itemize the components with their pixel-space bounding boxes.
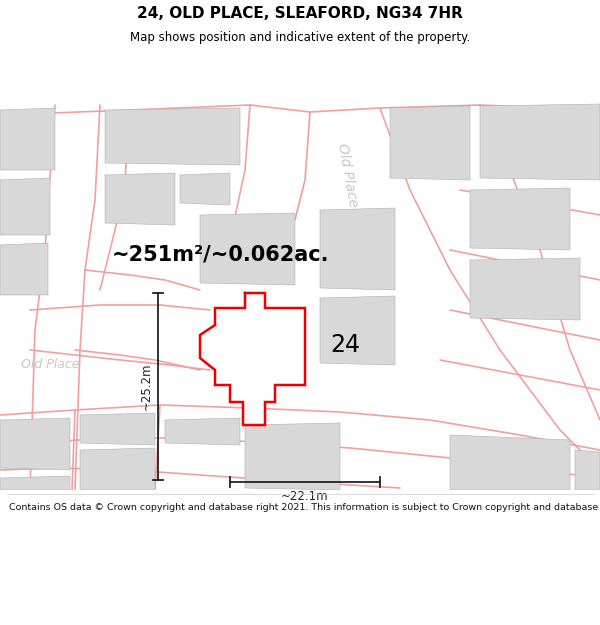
Text: ~251m²/~0.062ac.: ~251m²/~0.062ac. [111, 245, 329, 265]
Polygon shape [0, 418, 70, 470]
Polygon shape [0, 178, 50, 235]
Polygon shape [80, 448, 155, 490]
Polygon shape [200, 213, 295, 285]
Text: ~25.2m: ~25.2m [139, 362, 152, 410]
Polygon shape [450, 435, 570, 490]
Polygon shape [390, 106, 470, 180]
Text: 24: 24 [330, 333, 360, 357]
Polygon shape [470, 258, 580, 320]
Polygon shape [180, 173, 230, 205]
Polygon shape [575, 450, 600, 490]
Polygon shape [105, 108, 240, 165]
Polygon shape [470, 188, 570, 250]
Polygon shape [320, 296, 395, 365]
Polygon shape [0, 476, 70, 490]
Text: Map shows position and indicative extent of the property.: Map shows position and indicative extent… [130, 31, 470, 44]
Polygon shape [480, 104, 600, 180]
Polygon shape [165, 418, 240, 445]
Polygon shape [80, 413, 155, 445]
Text: Contains OS data © Crown copyright and database right 2021. This information is : Contains OS data © Crown copyright and d… [9, 504, 600, 512]
Text: 24, OLD PLACE, SLEAFORD, NG34 7HR: 24, OLD PLACE, SLEAFORD, NG34 7HR [137, 6, 463, 21]
Text: Old Place: Old Place [335, 142, 361, 208]
Polygon shape [105, 173, 175, 225]
Polygon shape [200, 293, 305, 425]
Polygon shape [320, 208, 395, 290]
Polygon shape [0, 108, 55, 170]
Polygon shape [245, 423, 340, 490]
Polygon shape [0, 243, 48, 295]
Text: ~22.1m: ~22.1m [281, 489, 329, 502]
Text: Old Place: Old Place [21, 359, 79, 371]
